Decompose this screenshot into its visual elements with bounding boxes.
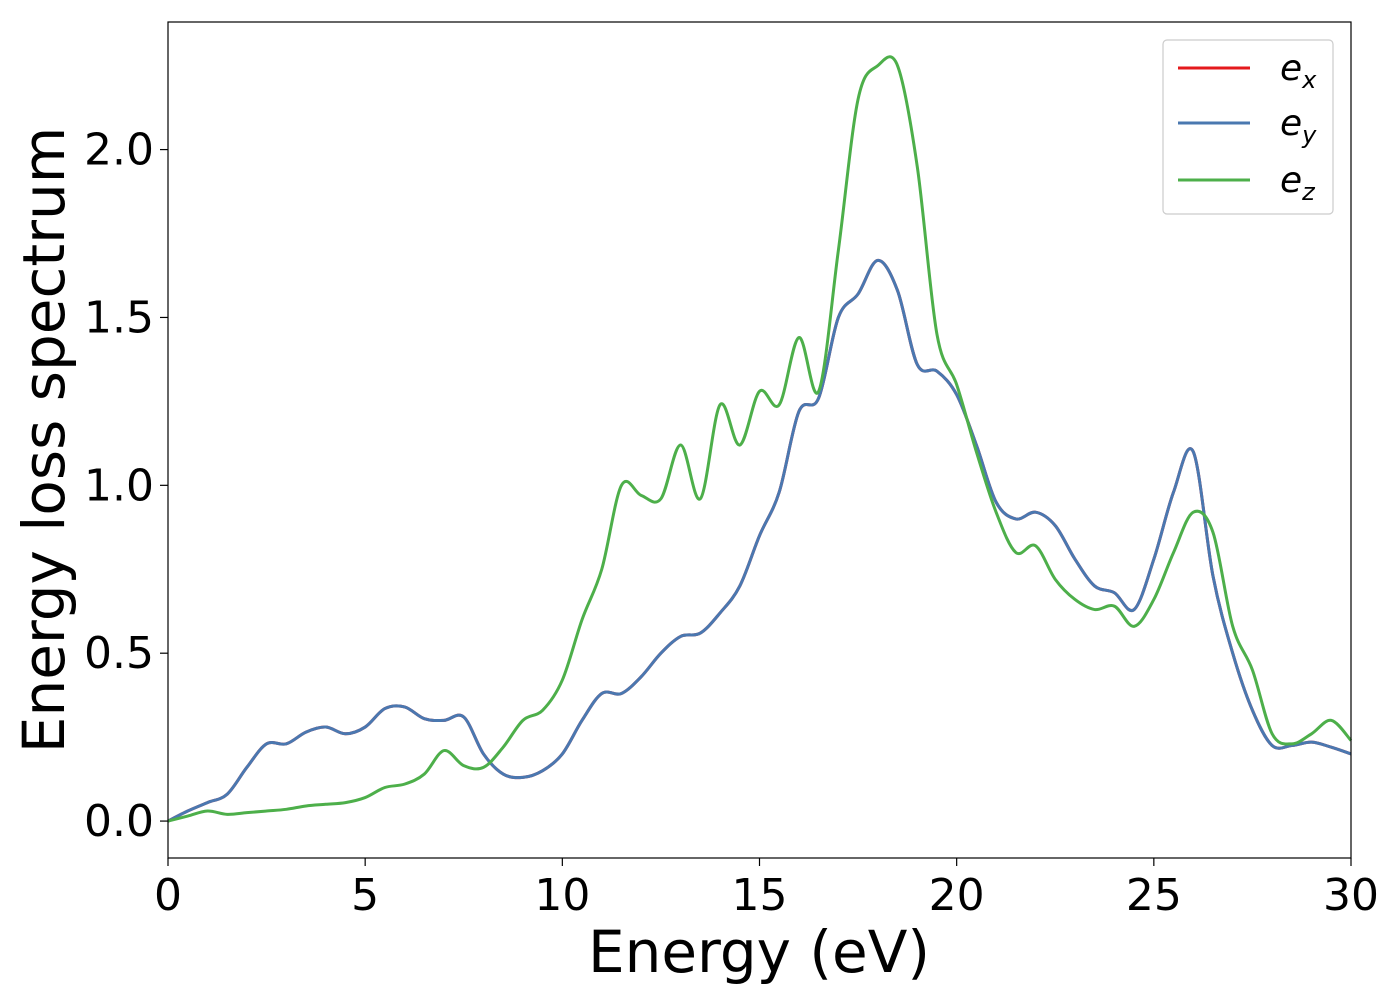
x-tick-label: 0 [154,870,182,921]
x-axis-ticks: 0 5 10 15 20 25 30 [154,858,1379,921]
y-tick-label: 2.0 [84,125,154,176]
series-line-ey [167,258,1352,823]
x-tick-label: 5 [351,870,379,921]
y-tick-label: 0.5 [84,628,154,679]
y-axis-label: Energy loss spectrum [10,127,78,753]
x-tick-label: 25 [1126,870,1182,921]
legend-entry-ey: ey [1178,103,1317,149]
y-tick-label: 1.5 [84,292,154,343]
legend-label-ez: ez [1280,160,1316,206]
x-tick-label: 20 [929,870,985,921]
legend-entry-ez: ez [1178,160,1316,206]
legend-entry-ex: ex [1178,48,1317,94]
y-tick-label: 0.0 [84,796,154,847]
x-tick-label: 30 [1323,870,1379,921]
plot-lines [167,55,1353,823]
x-axis-label: Energy (eV) [588,918,930,986]
legend-box [1162,39,1334,215]
series-line-ez [167,55,1353,823]
y-axis-ticks: 0.0 0.5 1.0 1.5 2.0 [84,125,168,847]
legend-label-ey: ey [1280,103,1317,149]
x-tick-label: 15 [732,870,788,921]
legend: ex ey ez [1162,39,1334,215]
legend-label-ex: ex [1280,48,1317,94]
y-tick-label: 1.0 [84,460,154,511]
x-tick-label: 10 [534,870,590,921]
